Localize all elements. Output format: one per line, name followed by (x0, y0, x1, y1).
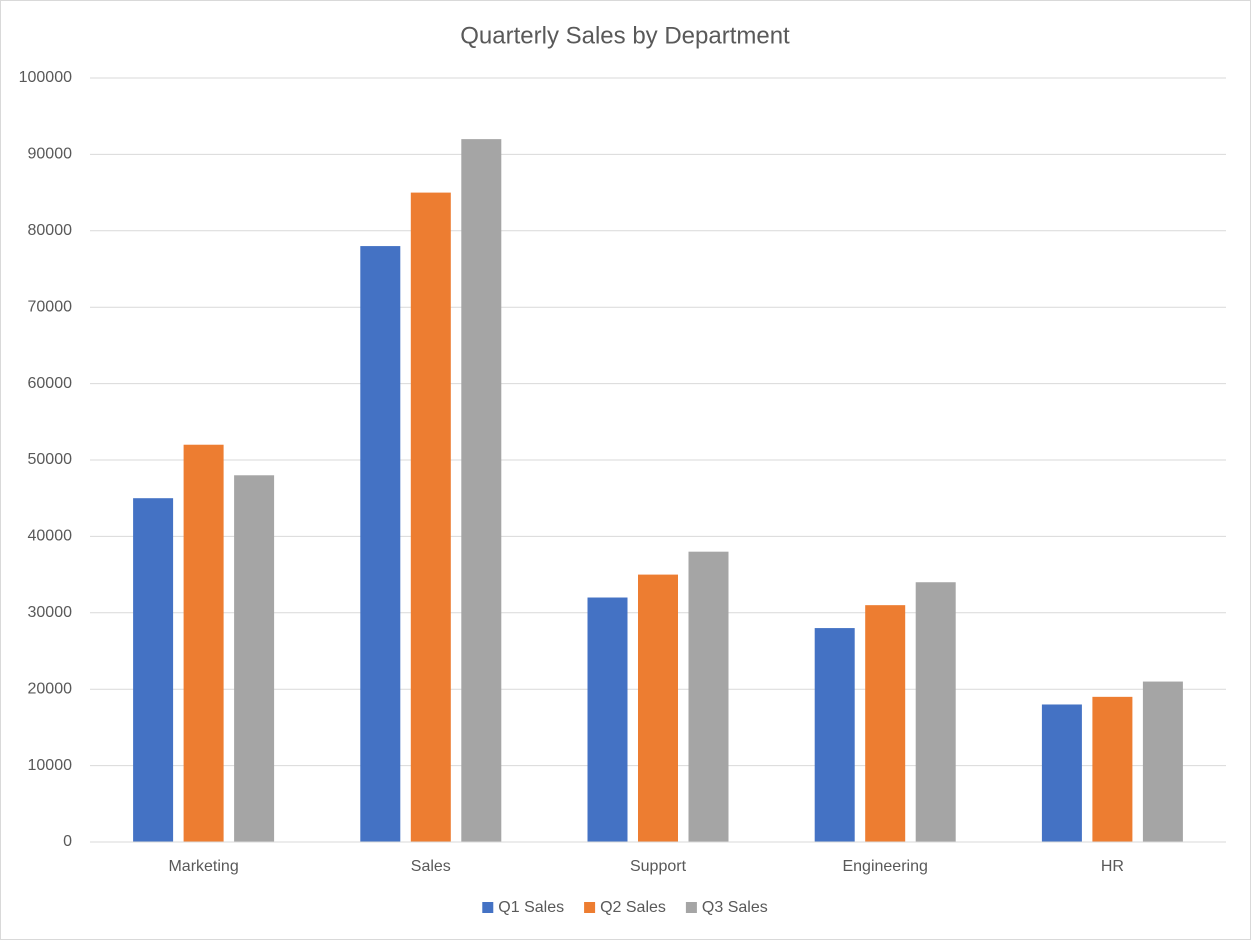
x-tick-label: Sales (411, 858, 451, 875)
y-tick-label: 40000 (28, 528, 73, 545)
legend-label: Q2 Sales (600, 899, 666, 916)
legend-label: Q3 Sales (702, 899, 768, 916)
bar (688, 551, 729, 842)
x-tick-label: HR (1101, 858, 1124, 875)
y-tick-label: 0 (63, 833, 72, 850)
bar (183, 444, 224, 842)
bar (915, 582, 956, 842)
y-tick-label: 70000 (28, 298, 73, 315)
bar (865, 605, 906, 842)
bar (638, 574, 678, 842)
bar (814, 628, 855, 842)
y-tick-label: 60000 (28, 375, 73, 392)
legend-label: Q1 Sales (498, 899, 564, 916)
legend-swatch (482, 902, 494, 913)
y-tick-label: 90000 (28, 146, 73, 163)
legend-swatch (685, 902, 697, 913)
y-tick-label: 80000 (28, 222, 73, 239)
bar (1041, 704, 1082, 842)
y-tick-label: 100000 (19, 69, 72, 86)
bar (1092, 696, 1133, 842)
y-tick-label: 50000 (28, 451, 73, 468)
x-tick-label: Engineering (842, 858, 927, 875)
bar (461, 139, 502, 842)
bar (587, 597, 628, 842)
chart-title: Quarterly Sales by Department (460, 22, 790, 49)
x-tick-label: Support (630, 858, 687, 875)
y-tick-label: 30000 (28, 604, 73, 621)
bar (1142, 681, 1183, 842)
x-tick-label: Marketing (168, 858, 238, 875)
legend-swatch (584, 902, 596, 913)
y-tick-label: 20000 (28, 680, 73, 697)
bar (360, 246, 401, 842)
bar (234, 475, 275, 842)
bar (133, 498, 174, 842)
y-tick-label: 10000 (28, 757, 73, 774)
bar (410, 192, 451, 843)
